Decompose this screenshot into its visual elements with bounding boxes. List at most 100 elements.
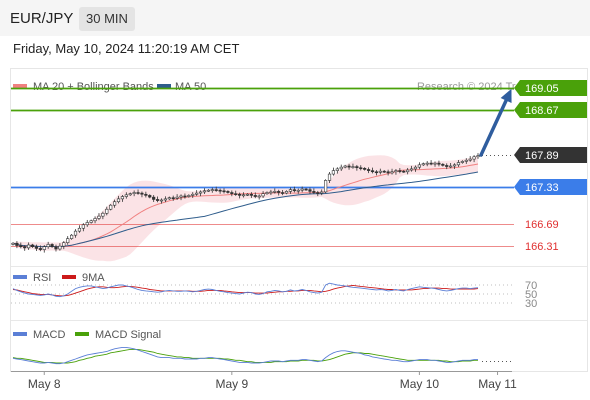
rsi-level-label-0: 70 <box>525 280 537 292</box>
rsi-level-label-2: 30 <box>525 298 537 310</box>
candle-body <box>81 224 85 229</box>
x-tick-label-3: May 11 <box>478 377 517 391</box>
candle-body <box>148 195 152 198</box>
candle-body <box>339 166 343 170</box>
candlesticks <box>11 153 480 253</box>
price-tag-3 <box>514 179 587 195</box>
candle-body <box>281 192 285 194</box>
candle-body <box>253 195 257 197</box>
macd-signal-line <box>12 348 478 364</box>
candle-body <box>163 198 167 201</box>
candle-body <box>413 166 418 170</box>
candle-body <box>124 194 128 197</box>
candle-body <box>363 168 367 170</box>
candle-body <box>42 246 46 250</box>
candle-body <box>468 158 472 161</box>
candle-body <box>93 218 97 222</box>
candle-body <box>284 191 289 194</box>
candle-body <box>109 204 113 210</box>
candle-body <box>441 163 445 166</box>
candle-body <box>335 168 339 171</box>
candle-body <box>140 192 144 195</box>
candle-body <box>324 180 328 193</box>
candle-body <box>394 170 398 173</box>
candle-body <box>218 189 222 192</box>
candle-body <box>331 170 336 175</box>
symbol-label: EUR/JPY <box>10 10 74 27</box>
candle-body <box>245 193 250 196</box>
candle-body <box>167 197 171 200</box>
candle-body <box>30 244 35 248</box>
price-tag-label-3: 167.33 <box>525 182 559 194</box>
price-tag-label-4: 166.69 <box>525 219 559 231</box>
candle-body <box>249 193 253 196</box>
candle-body <box>112 201 117 206</box>
candle-body <box>73 230 78 236</box>
candle-body <box>58 245 62 250</box>
candle-body <box>136 192 140 194</box>
candle-body <box>269 191 273 194</box>
candle-body <box>155 199 160 201</box>
macd-panel <box>12 346 514 365</box>
candle-body <box>351 166 355 168</box>
datetime-label: Friday, May 10, 2024 11:20:19 AM CET <box>13 41 240 56</box>
price-tag-label-2: 167.89 <box>525 150 559 162</box>
candle-body <box>144 193 148 196</box>
candle-body <box>327 173 332 181</box>
candle-body <box>288 189 293 192</box>
candle-body <box>296 189 300 192</box>
candle-body <box>222 190 226 193</box>
candle-body <box>406 169 410 173</box>
candle-body <box>234 193 238 195</box>
ma50-swatch <box>157 84 171 88</box>
candle-body <box>214 189 218 191</box>
candle-body <box>23 246 27 249</box>
ma20-legend: MA 20 + Bollinger Bands <box>33 81 154 93</box>
candle-body <box>316 192 320 194</box>
arrow-head <box>500 88 512 104</box>
candle-body <box>77 227 82 232</box>
candle-body <box>437 162 441 165</box>
candle-body <box>300 188 304 191</box>
rsi-level-label-1: 50 <box>525 289 537 301</box>
candle-body <box>265 192 269 194</box>
candle-body <box>445 165 449 167</box>
ma20-swatch <box>13 84 27 88</box>
macd-legend: MACD <box>33 329 65 341</box>
candle-body <box>179 195 183 198</box>
candle-body <box>195 192 199 195</box>
candle-body <box>464 159 468 162</box>
candle-body <box>292 189 296 192</box>
candle-body <box>230 192 234 194</box>
candle-body <box>261 193 265 197</box>
candle-body <box>191 193 195 196</box>
price-tag-label-0: 169.05 <box>525 83 559 95</box>
candle-body <box>343 165 347 168</box>
price-tag-1 <box>514 102 587 118</box>
bollinger-band-fill <box>13 155 478 262</box>
candle-body <box>97 215 101 219</box>
rsi-legend: RSI <box>33 272 51 284</box>
macd-line <box>12 346 478 365</box>
macd-swatch <box>13 332 27 336</box>
candle-body <box>320 191 324 194</box>
candle-body <box>277 191 281 193</box>
candle-body <box>27 244 31 249</box>
candle-body <box>425 162 429 165</box>
rsi-ma-legend: 9MA <box>82 272 105 284</box>
price-tag-2 <box>514 147 587 163</box>
candle-body <box>257 195 261 198</box>
candle-body <box>460 161 464 163</box>
candle-body <box>308 189 312 192</box>
macd-signal-swatch <box>75 332 89 336</box>
candle-body <box>128 193 132 196</box>
candle-body <box>402 170 406 173</box>
candle-body <box>421 163 425 166</box>
candle-body <box>476 155 480 158</box>
projection-arrow <box>479 88 512 157</box>
timeframe-button[interactable]: 30 MIN <box>79 7 135 31</box>
candle-body <box>11 242 15 245</box>
candle-body <box>238 193 242 196</box>
candle-body <box>417 164 421 168</box>
